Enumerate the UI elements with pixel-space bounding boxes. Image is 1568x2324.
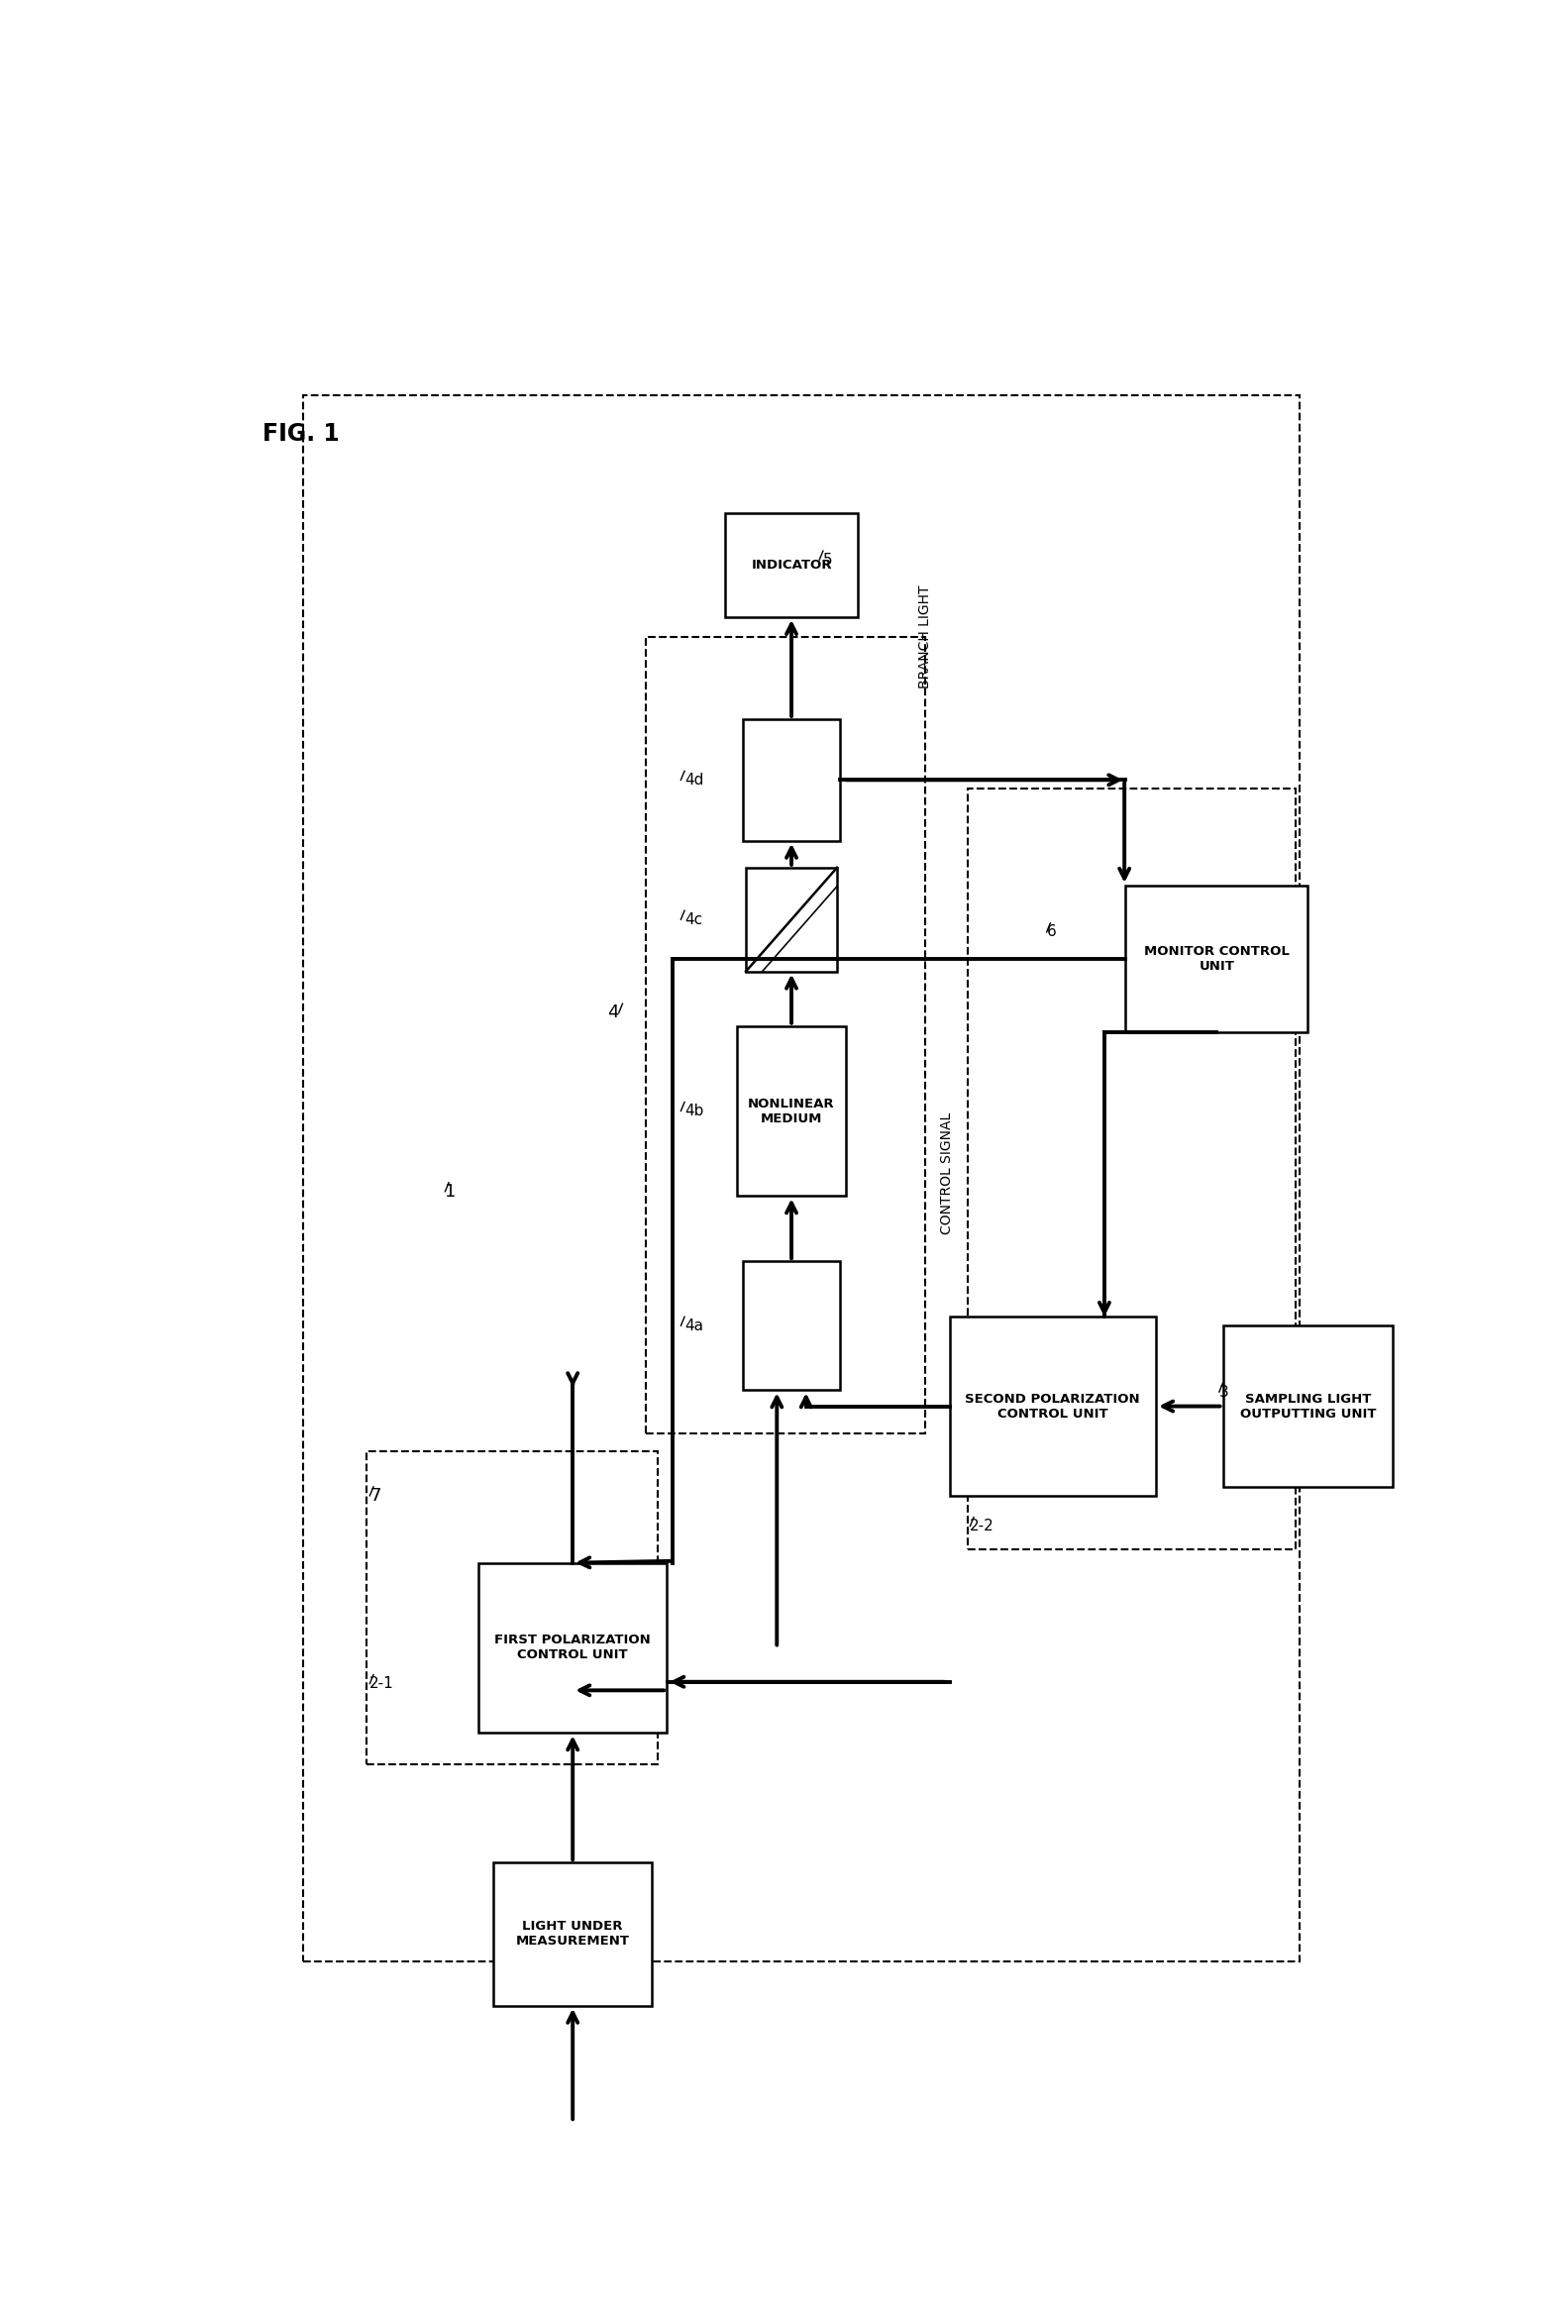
Text: MONITOR CONTROL
UNIT: MONITOR CONTROL UNIT bbox=[1145, 946, 1289, 974]
Text: SAMPLING LIGHT
OUTPUTTING UNIT: SAMPLING LIGHT OUTPUTTING UNIT bbox=[1240, 1392, 1377, 1420]
Bar bbox=[950, 1318, 1156, 1497]
Text: BRANCH LIGHT: BRANCH LIGHT bbox=[919, 586, 931, 688]
Bar bbox=[746, 867, 837, 971]
Text: 4a: 4a bbox=[685, 1318, 704, 1334]
Bar bbox=[494, 1862, 652, 2006]
Text: LIGHT UNDER
MEASUREMENT: LIGHT UNDER MEASUREMENT bbox=[516, 1920, 630, 1948]
Bar bbox=[478, 1562, 666, 1734]
Text: FIRST POLARIZATION
CONTROL UNIT: FIRST POLARIZATION CONTROL UNIT bbox=[494, 1634, 651, 1662]
Bar bbox=[743, 718, 840, 841]
Text: 6: 6 bbox=[1047, 925, 1057, 939]
Bar bbox=[303, 395, 1300, 1961]
Text: 2-2: 2-2 bbox=[971, 1518, 994, 1534]
Text: SECOND POLARIZATION
CONTROL UNIT: SECOND POLARIZATION CONTROL UNIT bbox=[966, 1392, 1140, 1420]
Text: 5: 5 bbox=[823, 553, 833, 567]
Bar bbox=[737, 1025, 847, 1197]
Text: NONLINEAR
MEDIUM: NONLINEAR MEDIUM bbox=[748, 1097, 834, 1125]
Text: CONTROL SIGNAL: CONTROL SIGNAL bbox=[941, 1113, 953, 1234]
Bar bbox=[646, 637, 925, 1434]
Text: 4b: 4b bbox=[685, 1104, 704, 1118]
Text: 7: 7 bbox=[370, 1487, 381, 1504]
Bar bbox=[743, 1262, 840, 1390]
Text: INDICATOR: INDICATOR bbox=[751, 558, 831, 572]
Text: 1: 1 bbox=[445, 1183, 456, 1202]
Text: 4c: 4c bbox=[685, 911, 702, 927]
Text: 2-1: 2-1 bbox=[370, 1676, 394, 1692]
Bar bbox=[1126, 885, 1308, 1032]
Bar bbox=[1223, 1325, 1392, 1487]
Text: 3: 3 bbox=[1220, 1385, 1229, 1399]
Bar bbox=[365, 1450, 657, 1764]
Text: 4: 4 bbox=[607, 1004, 619, 1023]
Bar bbox=[724, 514, 858, 618]
Bar bbox=[967, 788, 1295, 1550]
Text: FIG. 1: FIG. 1 bbox=[263, 423, 340, 446]
Text: 4d: 4d bbox=[685, 772, 704, 788]
